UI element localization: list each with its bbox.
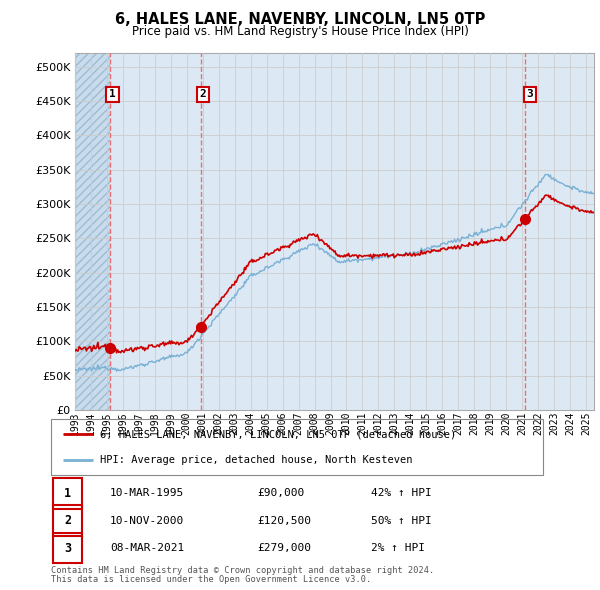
- Text: 1: 1: [64, 487, 71, 500]
- Text: 2% ↑ HPI: 2% ↑ HPI: [371, 543, 425, 553]
- Text: 6, HALES LANE, NAVENBY, LINCOLN, LN5 0TP: 6, HALES LANE, NAVENBY, LINCOLN, LN5 0TP: [115, 12, 485, 27]
- Bar: [53, 505, 82, 536]
- Text: Contains HM Land Registry data © Crown copyright and database right 2024.: Contains HM Land Registry data © Crown c…: [51, 566, 434, 575]
- Text: Price paid vs. HM Land Registry's House Price Index (HPI): Price paid vs. HM Land Registry's House …: [131, 25, 469, 38]
- Text: 08-MAR-2021: 08-MAR-2021: [110, 543, 184, 553]
- Text: 10-MAR-1995: 10-MAR-1995: [110, 489, 184, 499]
- Text: 2: 2: [64, 514, 71, 527]
- Text: £90,000: £90,000: [257, 489, 305, 499]
- Bar: [53, 478, 82, 509]
- Text: 2: 2: [200, 89, 206, 99]
- Text: £279,000: £279,000: [257, 543, 311, 553]
- Bar: [75, 53, 110, 410]
- Text: 3: 3: [526, 89, 533, 99]
- Text: This data is licensed under the Open Government Licence v3.0.: This data is licensed under the Open Gov…: [51, 575, 371, 584]
- Text: 3: 3: [64, 542, 71, 555]
- Text: HPI: Average price, detached house, North Kesteven: HPI: Average price, detached house, Nort…: [100, 455, 413, 465]
- Text: 42% ↑ HPI: 42% ↑ HPI: [371, 489, 431, 499]
- Text: 50% ↑ HPI: 50% ↑ HPI: [371, 516, 431, 526]
- Text: 6, HALES LANE, NAVENBY, LINCOLN, LN5 0TP (detached house): 6, HALES LANE, NAVENBY, LINCOLN, LN5 0TP…: [100, 429, 457, 439]
- Text: £120,500: £120,500: [257, 516, 311, 526]
- Bar: [53, 533, 82, 563]
- Text: 10-NOV-2000: 10-NOV-2000: [110, 516, 184, 526]
- Text: 1: 1: [109, 89, 116, 99]
